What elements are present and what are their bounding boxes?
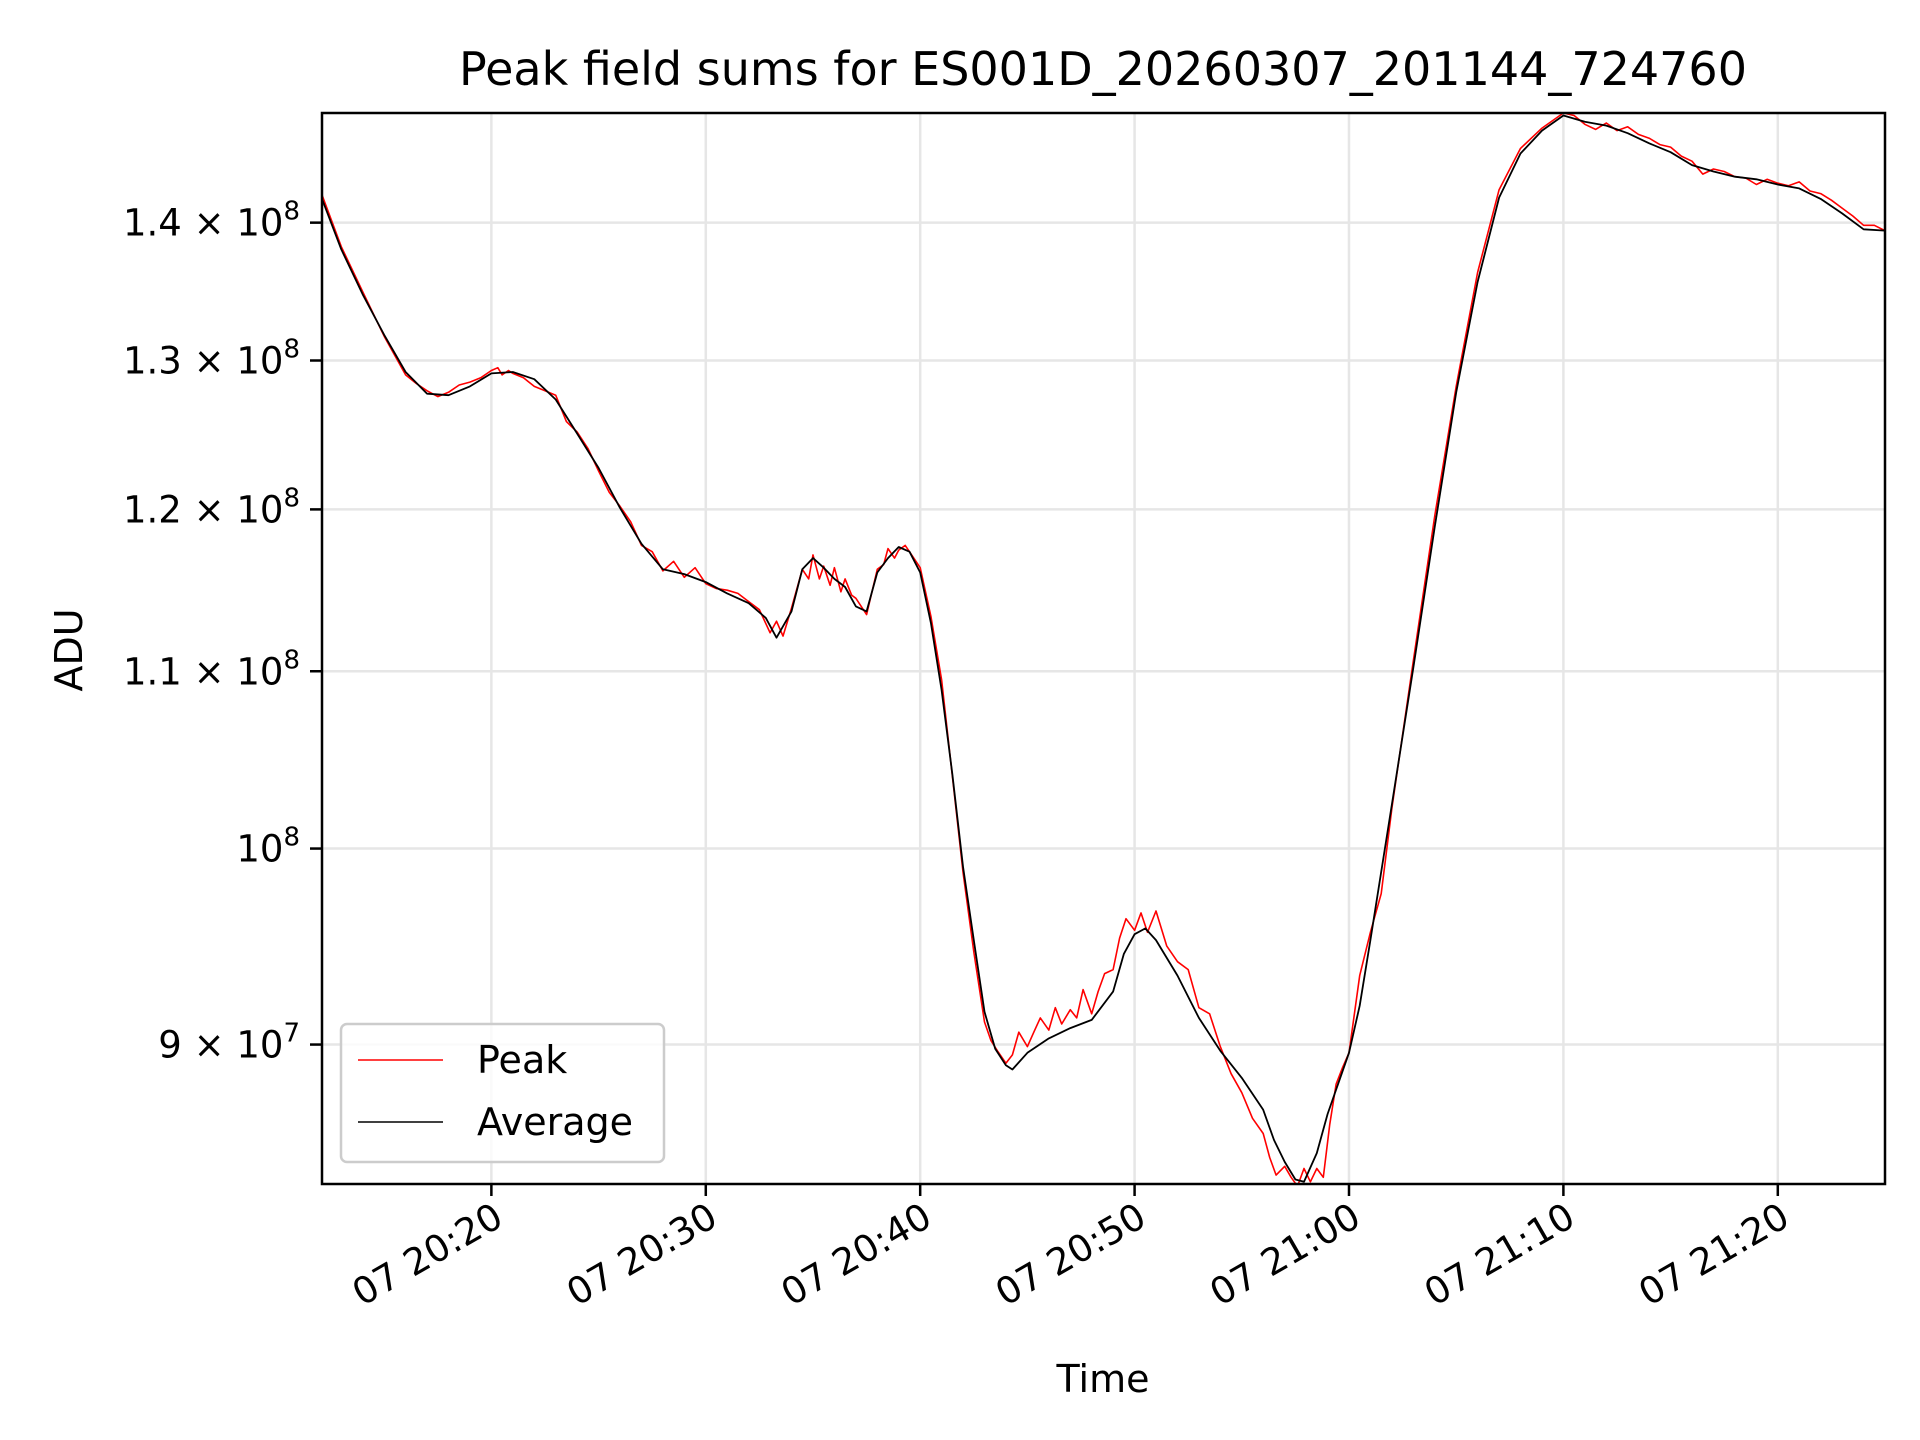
y-tick-times: ×: [182, 340, 237, 383]
y-tick-exponent: 7: [283, 1019, 300, 1049]
y-tick-exponent: 8: [283, 823, 300, 853]
y-tick-mantissa: 1.4: [123, 202, 182, 245]
y-tick-base: 10: [236, 828, 283, 871]
legend-box: [339, 1022, 666, 1164]
legend-label-peak: Peak: [477, 1038, 567, 1082]
y-tick-exponent: 8: [283, 645, 300, 675]
y-tick-base: 10: [236, 650, 283, 693]
y-tick-label: 9 × 107: [158, 1019, 300, 1067]
y-axis-label: ADU: [47, 608, 91, 691]
x-axis-label: Time: [1056, 1357, 1150, 1401]
y-tick-base: 10: [236, 202, 283, 245]
y-tick-times: ×: [182, 488, 237, 531]
y-tick-mantissa: 1.3: [123, 340, 182, 383]
y-tick-exponent: 8: [283, 197, 300, 227]
y-tick-label: 1.4 × 108: [123, 197, 300, 245]
y-tick-mantissa: 1.2: [123, 488, 182, 531]
y-tick-mantissa: 1.1: [123, 650, 182, 693]
y-tick-base: 10: [236, 1024, 283, 1067]
y-tick-times: ×: [182, 650, 237, 693]
legend: Peak Average: [339, 1022, 666, 1164]
y-tick-base: 10: [236, 340, 283, 383]
y-tick-times: ×: [182, 1024, 237, 1067]
series-line-average: [322, 114, 1885, 1183]
series-layer: [322, 113, 1885, 1184]
y-tick-base: 10: [236, 488, 283, 531]
y-tick-exponent: 8: [283, 483, 300, 513]
y-tick-label: 108: [236, 823, 300, 871]
y-tick-label: 1.3 × 108: [123, 335, 300, 383]
chart-title: Peak field sums for ES001D_20260307_2011…: [459, 42, 1747, 96]
y-tick-exponent: 8: [283, 335, 300, 365]
plot-area-frame: [320, 111, 1887, 1186]
y-tick-mantissa: 9: [158, 1024, 182, 1067]
series-line-peak: [322, 113, 1885, 1184]
y-tick-label: 1.2 × 108: [123, 483, 300, 531]
y-tick-times: ×: [182, 202, 237, 245]
y-tick-label: 1.1 × 108: [123, 645, 300, 693]
legend-label-average: Average: [477, 1100, 633, 1144]
